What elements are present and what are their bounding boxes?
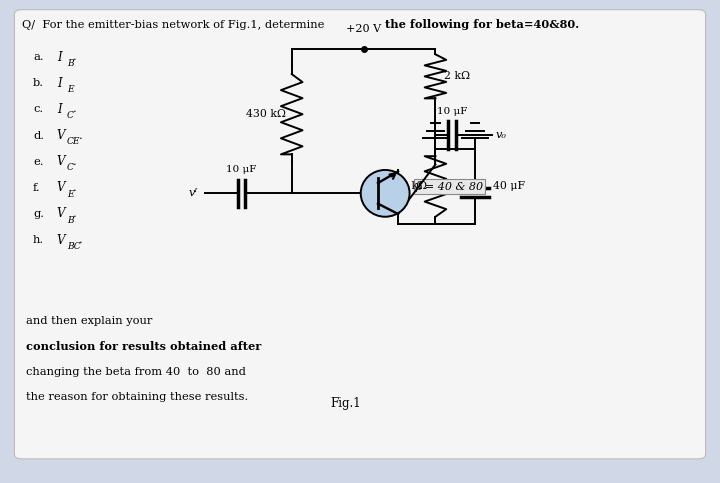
Text: g.: g. bbox=[33, 209, 44, 219]
Text: v₀: v₀ bbox=[495, 130, 506, 140]
Text: a.: a. bbox=[33, 52, 44, 62]
Text: and then explain your: and then explain your bbox=[26, 315, 152, 326]
Text: V: V bbox=[57, 234, 66, 247]
Text: C: C bbox=[67, 163, 73, 172]
Text: .: . bbox=[73, 104, 76, 114]
Text: 430 kΩ: 430 kΩ bbox=[246, 109, 286, 119]
Text: I: I bbox=[57, 77, 61, 90]
Text: V: V bbox=[57, 181, 66, 194]
Text: 2 kΩ: 2 kΩ bbox=[444, 71, 470, 81]
Text: B: B bbox=[67, 59, 73, 68]
Text: BC: BC bbox=[67, 242, 81, 251]
Text: h.: h. bbox=[33, 235, 44, 245]
Text: 10 μF: 10 μF bbox=[226, 165, 256, 174]
Text: .: . bbox=[73, 209, 76, 219]
Text: Fig.1: Fig.1 bbox=[330, 397, 361, 410]
Text: b.: b. bbox=[33, 78, 44, 88]
Text: C: C bbox=[67, 111, 73, 120]
Text: 10 μF: 10 μF bbox=[437, 107, 467, 115]
Text: the following for beta=40&80.: the following for beta=40&80. bbox=[385, 19, 580, 30]
Text: I: I bbox=[57, 103, 61, 116]
Text: E: E bbox=[67, 189, 73, 199]
Text: the reason for obtaining these results.: the reason for obtaining these results. bbox=[26, 392, 248, 402]
Text: CE: CE bbox=[67, 137, 81, 146]
Text: .: . bbox=[79, 130, 83, 141]
Text: +20 V: +20 V bbox=[346, 24, 381, 34]
Text: e.: e. bbox=[33, 156, 43, 167]
Text: β = 40 & 80: β = 40 & 80 bbox=[415, 181, 483, 192]
Text: V: V bbox=[57, 155, 66, 168]
Text: d.: d. bbox=[33, 130, 44, 141]
Text: vᴵ: vᴵ bbox=[189, 188, 198, 199]
Text: .: . bbox=[73, 52, 76, 62]
Text: f.: f. bbox=[33, 183, 40, 193]
Text: I: I bbox=[57, 51, 61, 64]
Text: conclusion for results obtained after: conclusion for results obtained after bbox=[26, 341, 261, 352]
Text: .: . bbox=[73, 156, 76, 167]
Text: E: E bbox=[67, 85, 73, 94]
Text: .: . bbox=[73, 183, 76, 193]
Circle shape bbox=[361, 170, 410, 217]
Text: c.: c. bbox=[33, 104, 43, 114]
Text: V: V bbox=[57, 208, 66, 220]
Text: Q/  For the emitter-bias network of Fig.1, determine: Q/ For the emitter-bias network of Fig.1… bbox=[22, 20, 328, 30]
Text: B: B bbox=[67, 216, 73, 225]
Text: 40 μF: 40 μF bbox=[493, 182, 525, 191]
Text: 1 kΩ: 1 kΩ bbox=[401, 182, 427, 191]
Text: .: . bbox=[79, 235, 83, 245]
Text: V: V bbox=[57, 129, 66, 142]
Text: changing the beta from 40  to  80 and: changing the beta from 40 to 80 and bbox=[26, 367, 246, 377]
